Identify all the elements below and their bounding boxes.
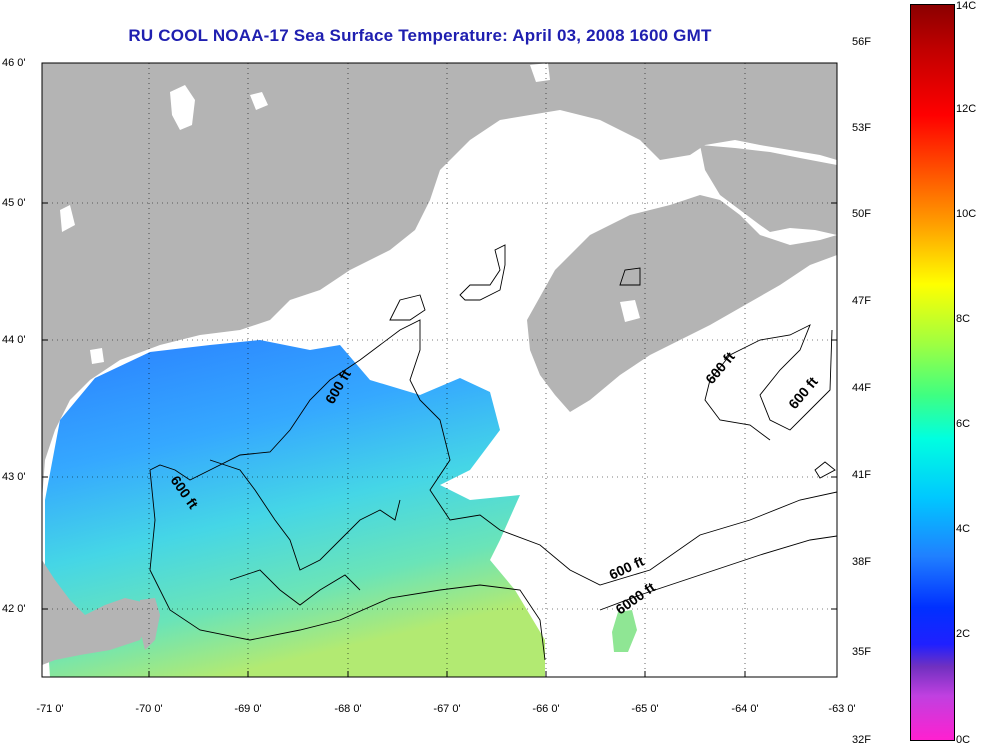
- lon-label: -69 0': [234, 703, 262, 715]
- lon-label: -66 0': [532, 703, 560, 715]
- land-cape-cod: [42, 560, 150, 665]
- land-cape-cod-hook: [140, 598, 160, 650]
- lake: [250, 92, 268, 110]
- land-new-england: [42, 63, 837, 500]
- colorbar-fahrenheit-label: 32F: [852, 734, 871, 746]
- colorbar-celsius-label: 0C: [956, 734, 971, 746]
- ticks: [42, 202, 837, 677]
- colorbar-fahrenheit-label: 38F: [852, 556, 871, 568]
- colorbar-celsius-label: 6C: [956, 418, 971, 430]
- lon-label: -67 0': [433, 703, 461, 715]
- lat-label: 43 0': [2, 471, 26, 483]
- lat-label: 44 0': [2, 334, 26, 346]
- sst-warm-patch: [612, 610, 637, 652]
- land-cape-breton: [700, 145, 837, 235]
- colorbar-celsius-label: 14C: [956, 0, 977, 12]
- lon-label: -68 0': [334, 703, 362, 715]
- lat-label: 46 0': [2, 57, 26, 69]
- colorbar-celsius-label: 10C: [956, 208, 977, 220]
- lon-label: -70 0': [135, 703, 163, 715]
- lon-label: -71 0': [36, 703, 64, 715]
- bathymetry-contours: [149, 244, 837, 661]
- colorbar-fahrenheit-label: 41F: [852, 469, 871, 481]
- colorbar-celsius-label: 4C: [956, 523, 971, 535]
- lake: [90, 348, 104, 364]
- lon-label: -63 0': [828, 703, 856, 715]
- colorbar-fahrenheit-label: 53F: [852, 122, 871, 134]
- lon-label: -65 0': [631, 703, 659, 715]
- map-title: RU COOL NOAA-17 Sea Surface Temperature:…: [128, 26, 712, 45]
- colorbar-celsius-label: 2C: [956, 628, 971, 640]
- lat-label: 42 0': [2, 603, 26, 615]
- lon-label: -64 0': [731, 703, 759, 715]
- colorbar-fahrenheit-label: 50F: [852, 208, 871, 220]
- land-nova-scotia: [527, 195, 837, 412]
- temperature-colorbar: [910, 4, 955, 741]
- lat-label: 45 0': [2, 197, 26, 209]
- lake: [170, 85, 195, 130]
- colorbar-fahrenheit-label: 35F: [852, 646, 871, 658]
- lake: [60, 205, 75, 232]
- colorbar-celsius-label: 12C: [956, 103, 977, 115]
- lake: [620, 300, 640, 322]
- colorbar-fahrenheit-label: 44F: [852, 382, 871, 394]
- colorbar-celsius-label: 8C: [956, 313, 971, 325]
- colorbar-fahrenheit-label: 47F: [852, 295, 871, 307]
- lake: [530, 63, 550, 82]
- colorbar-fahrenheit-label: 56F: [852, 36, 871, 48]
